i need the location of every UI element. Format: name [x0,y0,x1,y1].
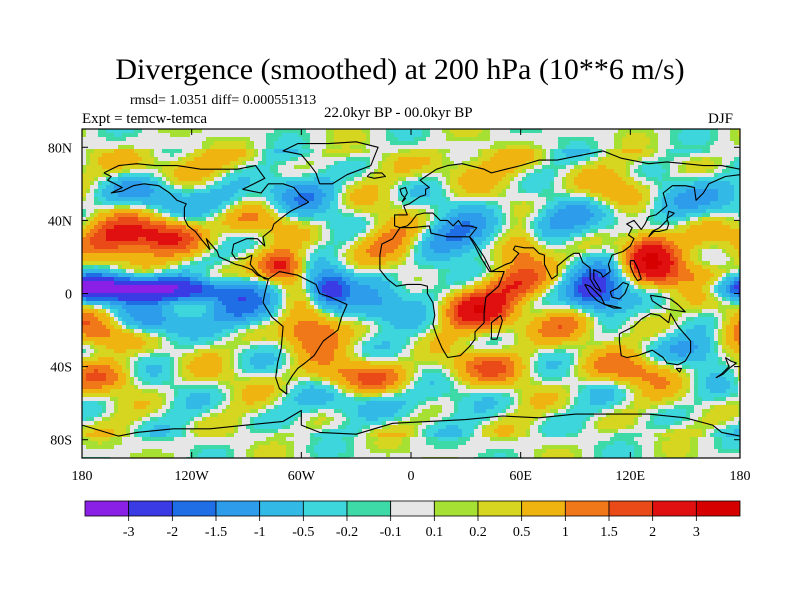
coastline-0 [103,163,310,280]
colorbar-swatch-8 [433,500,479,517]
coastline-16 [629,260,642,282]
colorbar: -3 -2 -1.5 -1 -0.5 -0.2 -0.1 0.1 0.2 0.5 1 1.5 2 3 [84,500,741,540]
coastline-9 [675,367,683,373]
colorbar-swatch-2 [171,500,217,517]
colorbar-label-0: -3 [123,525,135,540]
coastline-17 [82,409,740,437]
colorbar-swatch-1 [128,500,173,517]
colorbar-label-3: -1 [254,525,266,540]
colorbar-label-9: 0.5 [513,525,531,540]
season-label: DJF [708,111,734,127]
y-tick-label-2: 0 [65,288,72,303]
colorbar-swatch-7 [390,500,435,517]
colorbar-swatch-14 [695,500,741,517]
colorbar-label-5: -0.2 [336,525,358,540]
colorbar-label-1: -2 [166,525,178,540]
colorbar-label-7: 0.1 [426,525,444,540]
colorbar-swatch-4 [259,500,304,517]
coastline-11 [648,210,675,238]
y-tick-label-1: 40N [48,214,72,229]
chart-title: Divergence (smoothed) at 200 hPa (10**6 … [115,53,685,86]
longitude-axis: 180 120W 60W 0 60E 120E 180 [72,129,751,484]
colorbar-label-8: 0.2 [469,525,487,540]
x-tick-label-6: 180 [730,469,751,484]
colorbar-label-4: -0.5 [292,525,314,540]
colorbar-label-12: 2 [649,525,656,540]
coastline-7 [490,314,503,340]
x-tick-label-0: 180 [72,469,93,484]
coastline-13 [604,303,622,309]
x-tick-label-2: 60W [288,469,316,484]
divergence-field [82,129,740,458]
y-tick-label-4: 80S [50,434,72,449]
x-tick-label-1: 120W [175,469,210,484]
latitude-axis: 80N 40N 0 40S 80S [48,141,740,449]
colorbar-label-11: 1.5 [600,525,618,540]
coastline-2 [282,141,379,185]
colorbar-label-13: 3 [693,525,700,540]
coastline-10 [715,357,737,379]
continent-outlines [82,141,740,437]
period-label: 22.0kyr BP - 00.0kyr BP [324,105,473,121]
coastline-4 [399,186,408,203]
coastline-1 [262,271,348,395]
y-tick-label-3: 40S [50,361,72,376]
colorbar-swatch-12 [608,500,654,517]
y-tick-label-0: 80N [48,141,72,156]
x-tick-label-5: 120E [616,469,646,484]
colorbar-swatch-10 [521,500,566,517]
colorbar-swatch-0 [84,500,130,517]
experiment-label: Expt = temcw-temca [82,111,208,127]
colorbar-label-2: -1.5 [205,525,227,540]
colorbar-swatch-5 [302,500,348,517]
colorbar-swatch-3 [215,500,261,517]
coastline-3 [366,172,386,179]
coastline-15 [649,294,686,313]
coastline-8 [618,313,692,366]
x-tick-label-3: 0 [408,469,415,484]
colorbar-swatch-6 [346,500,392,517]
rmsd-diff-stats: rmsd= 1.0351 diff= 0.000551313 [130,93,317,108]
coastline-6 [379,225,505,359]
colorbar-label-6: -0.1 [380,525,402,540]
x-tick-label-4: 60E [509,469,532,484]
colorbar-swatch-13 [652,500,697,517]
coastline-5 [394,150,740,293]
colorbar-label-10: 1 [562,525,569,540]
colorbar-swatch-11 [564,500,610,517]
colorbar-swatch-9 [477,500,523,517]
coastline-14 [609,281,630,300]
